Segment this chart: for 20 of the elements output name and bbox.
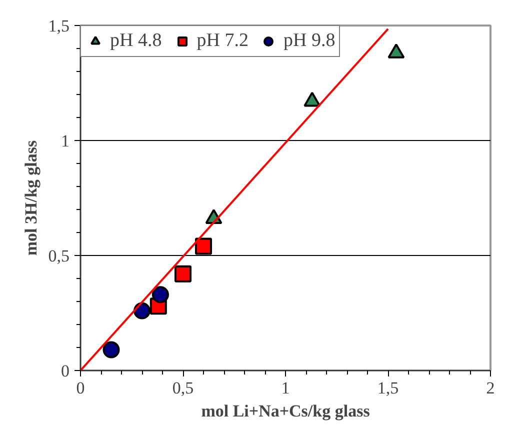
y-tick-label: 0 <box>61 362 70 380</box>
legend-label: pH 9.8 <box>283 30 336 52</box>
x-tick-label: 0,5 <box>172 378 194 398</box>
point <box>102 341 120 358</box>
y-axis-title: mol 3H/kg glass <box>21 140 40 256</box>
y-tick-label: 0,5 <box>48 246 70 266</box>
x-tick-label: 0 <box>76 378 85 398</box>
x-axis-title: mol Li+Na+Cs/kg glass <box>201 402 370 420</box>
point <box>152 286 169 304</box>
x-tick-label: 2 <box>486 378 495 398</box>
x-tick-label: 1,5 <box>377 378 399 398</box>
legend-label: pH 4.8 <box>110 30 162 52</box>
point <box>174 265 192 282</box>
legend-label: pH 7.2 <box>196 30 248 52</box>
point <box>304 92 321 107</box>
y-tick-label: 1,5 <box>48 16 70 36</box>
y-tick-label: 1 <box>61 132 70 150</box>
x-tick-label: 1 <box>281 378 290 398</box>
point <box>195 238 212 255</box>
point <box>388 43 405 58</box>
